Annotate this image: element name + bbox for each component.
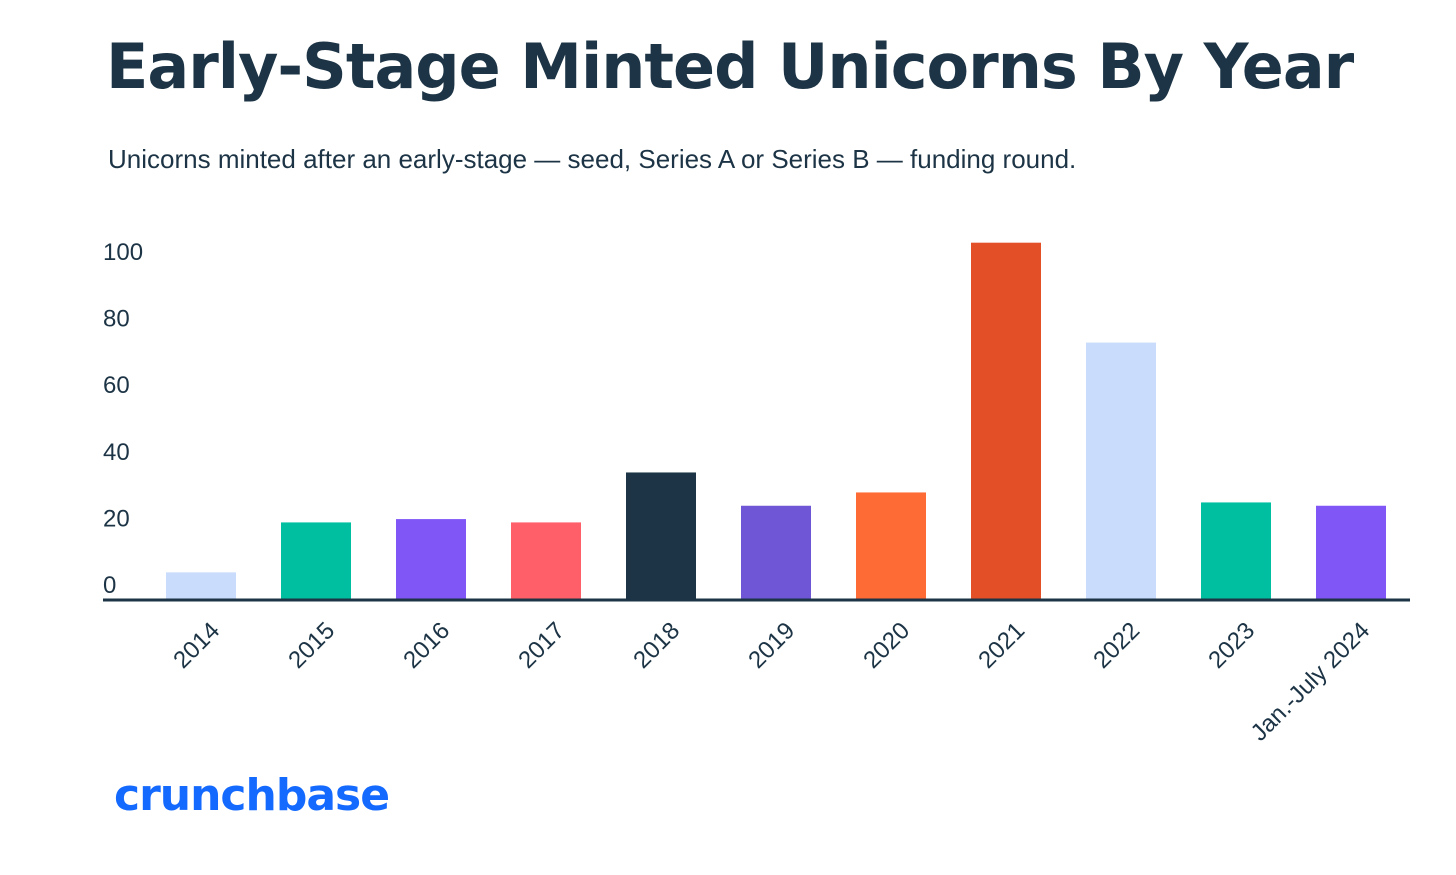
y-tick-label-20: 20 bbox=[103, 505, 130, 532]
x-tick-label-2017: 2017 bbox=[513, 617, 570, 674]
chart-subtitle: Unicorns minted after an early-stage — s… bbox=[108, 144, 1077, 174]
x-tick-label-2021: 2021 bbox=[973, 617, 1030, 674]
x-tick-label-jan-july-2024: Jan.-July 2024 bbox=[1246, 617, 1375, 746]
bars-group bbox=[166, 242, 1386, 599]
bar-2021 bbox=[971, 242, 1041, 599]
x-tick-label-2014: 2014 bbox=[168, 617, 225, 674]
x-tick-label-2018: 2018 bbox=[628, 617, 685, 674]
x-tick-label-2019: 2019 bbox=[743, 617, 800, 674]
bar-2023 bbox=[1201, 502, 1271, 599]
chart-title: Early-Stage Minted Unicorns By Year bbox=[106, 30, 1354, 103]
y-tick-label-100: 100 bbox=[103, 239, 143, 266]
bar-2022 bbox=[1086, 342, 1156, 599]
x-axis: 2014 2015 2016 2017 2018 2019 2020 2021 2022 2023… bbox=[168, 617, 1375, 746]
bar-jan-july-2024 bbox=[1316, 505, 1386, 599]
bar-2020 bbox=[856, 492, 926, 599]
x-tick-label-2022: 2022 bbox=[1088, 617, 1145, 674]
bar-2016 bbox=[396, 519, 466, 599]
y-tick-label-80: 80 bbox=[103, 306, 130, 333]
bar-2014 bbox=[166, 572, 236, 599]
x-tick-label-2023: 2023 bbox=[1203, 617, 1260, 674]
crunchbase-logo: crunchbase bbox=[114, 770, 390, 821]
y-tick-label-60: 60 bbox=[103, 372, 130, 399]
bar-2018 bbox=[626, 472, 696, 599]
y-axis: 0 20 40 60 80 100 bbox=[103, 239, 143, 599]
y-tick-label-40: 40 bbox=[103, 439, 130, 466]
x-tick-label-2016: 2016 bbox=[398, 617, 455, 674]
x-tick-label-2015: 2015 bbox=[283, 617, 340, 674]
bar-2017 bbox=[511, 522, 581, 599]
y-tick-label-0: 0 bbox=[103, 572, 116, 599]
x-tick-label-2020: 2020 bbox=[858, 617, 915, 674]
bar-2015 bbox=[281, 522, 351, 599]
bar-2019 bbox=[741, 505, 811, 599]
